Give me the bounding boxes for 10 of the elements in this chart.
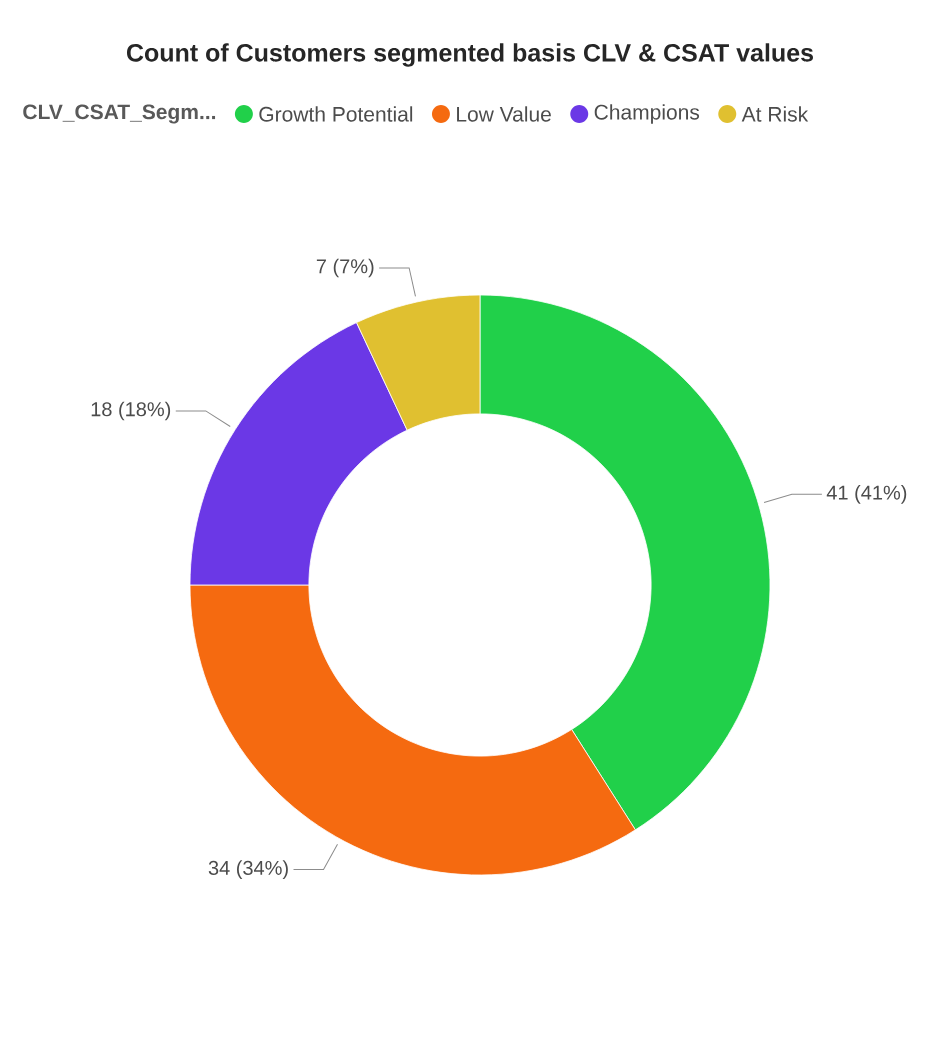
legend-title: CLV_CSAT_Segm... (23, 104, 216, 124)
legend-label: Low Value (457, 106, 551, 122)
legend-label: Champions (594, 104, 700, 124)
legend-label: Growth Potential (259, 106, 413, 122)
data-label: 34 (34%) (208, 860, 288, 879)
data-label: 41 (41%) (826, 485, 907, 504)
chart-title: Count of Customers segmented basis CLV & CSAT values (126, 43, 813, 67)
data-label: 7 (7%) (316, 258, 374, 278)
legend-label: At Risk (741, 106, 809, 122)
data-label: 18 (18%) (91, 401, 171, 421)
